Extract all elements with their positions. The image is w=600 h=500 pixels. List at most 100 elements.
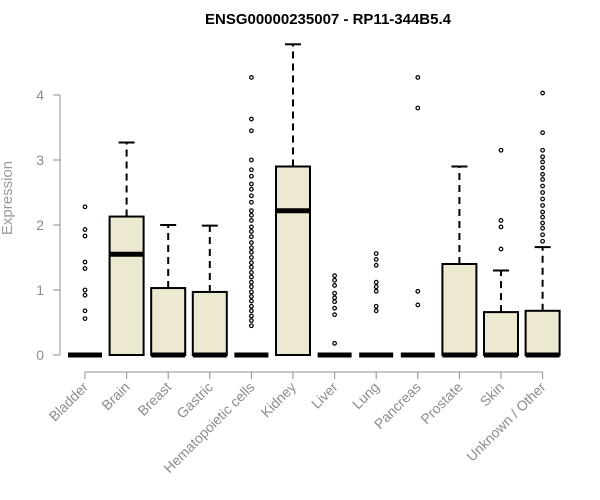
outlier-point (373, 279, 379, 285)
y-tick-label: 2 (36, 217, 44, 233)
outlier-point (540, 190, 545, 195)
outlier-point (498, 224, 504, 230)
outlier-point (540, 159, 545, 165)
x-tick-label: Unknown / Other (463, 379, 549, 465)
outlier-point (82, 227, 88, 232)
y-tick-label: 3 (36, 152, 44, 168)
y-tick-label: 0 (36, 347, 44, 363)
outlier-point (248, 218, 254, 223)
outlier-point (248, 208, 254, 214)
box-group (359, 251, 394, 358)
outlier-point (82, 308, 88, 314)
outlier-point (248, 229, 254, 234)
outlier-point (540, 90, 545, 96)
outlier-point (82, 292, 88, 298)
outlier-point (248, 284, 254, 290)
outlier-point (498, 246, 504, 252)
outlier-point (540, 177, 545, 182)
outlier-point (82, 287, 88, 293)
outlier-point (540, 147, 545, 153)
outlier-point (415, 105, 421, 111)
box-iqr (150, 287, 187, 356)
outlier-point (248, 264, 254, 270)
outlier-point (248, 298, 254, 304)
outlier-point (248, 224, 254, 230)
box-group (108, 141, 145, 356)
box-group (234, 75, 269, 358)
outlier-point (332, 283, 338, 288)
outlier-point (248, 249, 254, 255)
outlier-point (248, 245, 254, 251)
box-group (441, 165, 478, 358)
outlier-point (248, 279, 254, 285)
outlier-point (332, 312, 338, 318)
outlier-point (248, 260, 254, 266)
y-axis-label: Expression (0, 161, 16, 235)
box-group (317, 273, 352, 358)
outlier-point (248, 157, 254, 163)
outlier-point (82, 259, 88, 265)
outlier-point (82, 204, 88, 210)
outlier-point (373, 288, 379, 294)
outlier-point (248, 274, 254, 280)
box-iqr (108, 215, 145, 356)
outlier-point (498, 218, 504, 223)
box-group (483, 147, 519, 358)
outlier-point (248, 128, 254, 134)
outlier-point (540, 183, 545, 189)
outlier-point (248, 323, 254, 329)
outlier-point (248, 313, 254, 319)
outlier-point (248, 75, 254, 80)
outlier-point (540, 196, 545, 202)
outlier-point (248, 167, 254, 173)
x-tick-label: Brain (98, 379, 132, 413)
outlier-point (540, 209, 545, 215)
outlier-point (540, 165, 545, 171)
y-tick-label: 1 (36, 282, 44, 298)
y-tick-label: 4 (36, 87, 44, 103)
box-iqr (524, 309, 561, 356)
outlier-point (332, 299, 338, 305)
outlier-point (248, 181, 254, 187)
outlier-point (248, 234, 254, 240)
outlier-point (248, 240, 254, 245)
outlier-point (248, 212, 254, 218)
outlier-point (373, 262, 379, 268)
outlier-point (540, 214, 545, 220)
box-iqr (191, 290, 228, 357)
outlier-point (248, 318, 254, 323)
x-tick-label: Liver (308, 379, 341, 412)
outlier-point (415, 75, 421, 80)
outlier-point (332, 340, 338, 346)
box-iqr (275, 165, 311, 356)
x-tick-label: Skin (477, 379, 508, 410)
outlier-point (248, 270, 254, 275)
outlier-point (248, 199, 254, 205)
x-tick-label: Bladder (46, 379, 92, 425)
x-tick-label: Lung (349, 379, 382, 412)
x-tick-label: Breast (134, 379, 174, 419)
box-group (400, 75, 435, 358)
box-iqr (441, 263, 478, 356)
box-group (150, 224, 187, 358)
outlier-point (82, 266, 88, 271)
outlier-point (415, 302, 421, 308)
outlier-point (248, 173, 254, 179)
outlier-point (248, 294, 254, 299)
outlier-point (248, 289, 254, 295)
outlier-point (82, 316, 88, 322)
outlier-point (248, 308, 254, 314)
chart-title: ENSG00000235007 - RP11-344B5.4 (205, 11, 452, 28)
outlier-point (332, 290, 338, 296)
outlier-point (373, 251, 379, 257)
outlier-point (332, 305, 338, 311)
outlier-point (540, 225, 545, 231)
outlier-point (248, 303, 254, 309)
box-group (191, 224, 228, 358)
outlier-point (373, 303, 379, 309)
box-iqr (483, 311, 519, 357)
outlier-point (332, 295, 338, 301)
outlier-point (332, 273, 338, 279)
outlier-point (498, 147, 504, 153)
outlier-point (248, 255, 254, 260)
